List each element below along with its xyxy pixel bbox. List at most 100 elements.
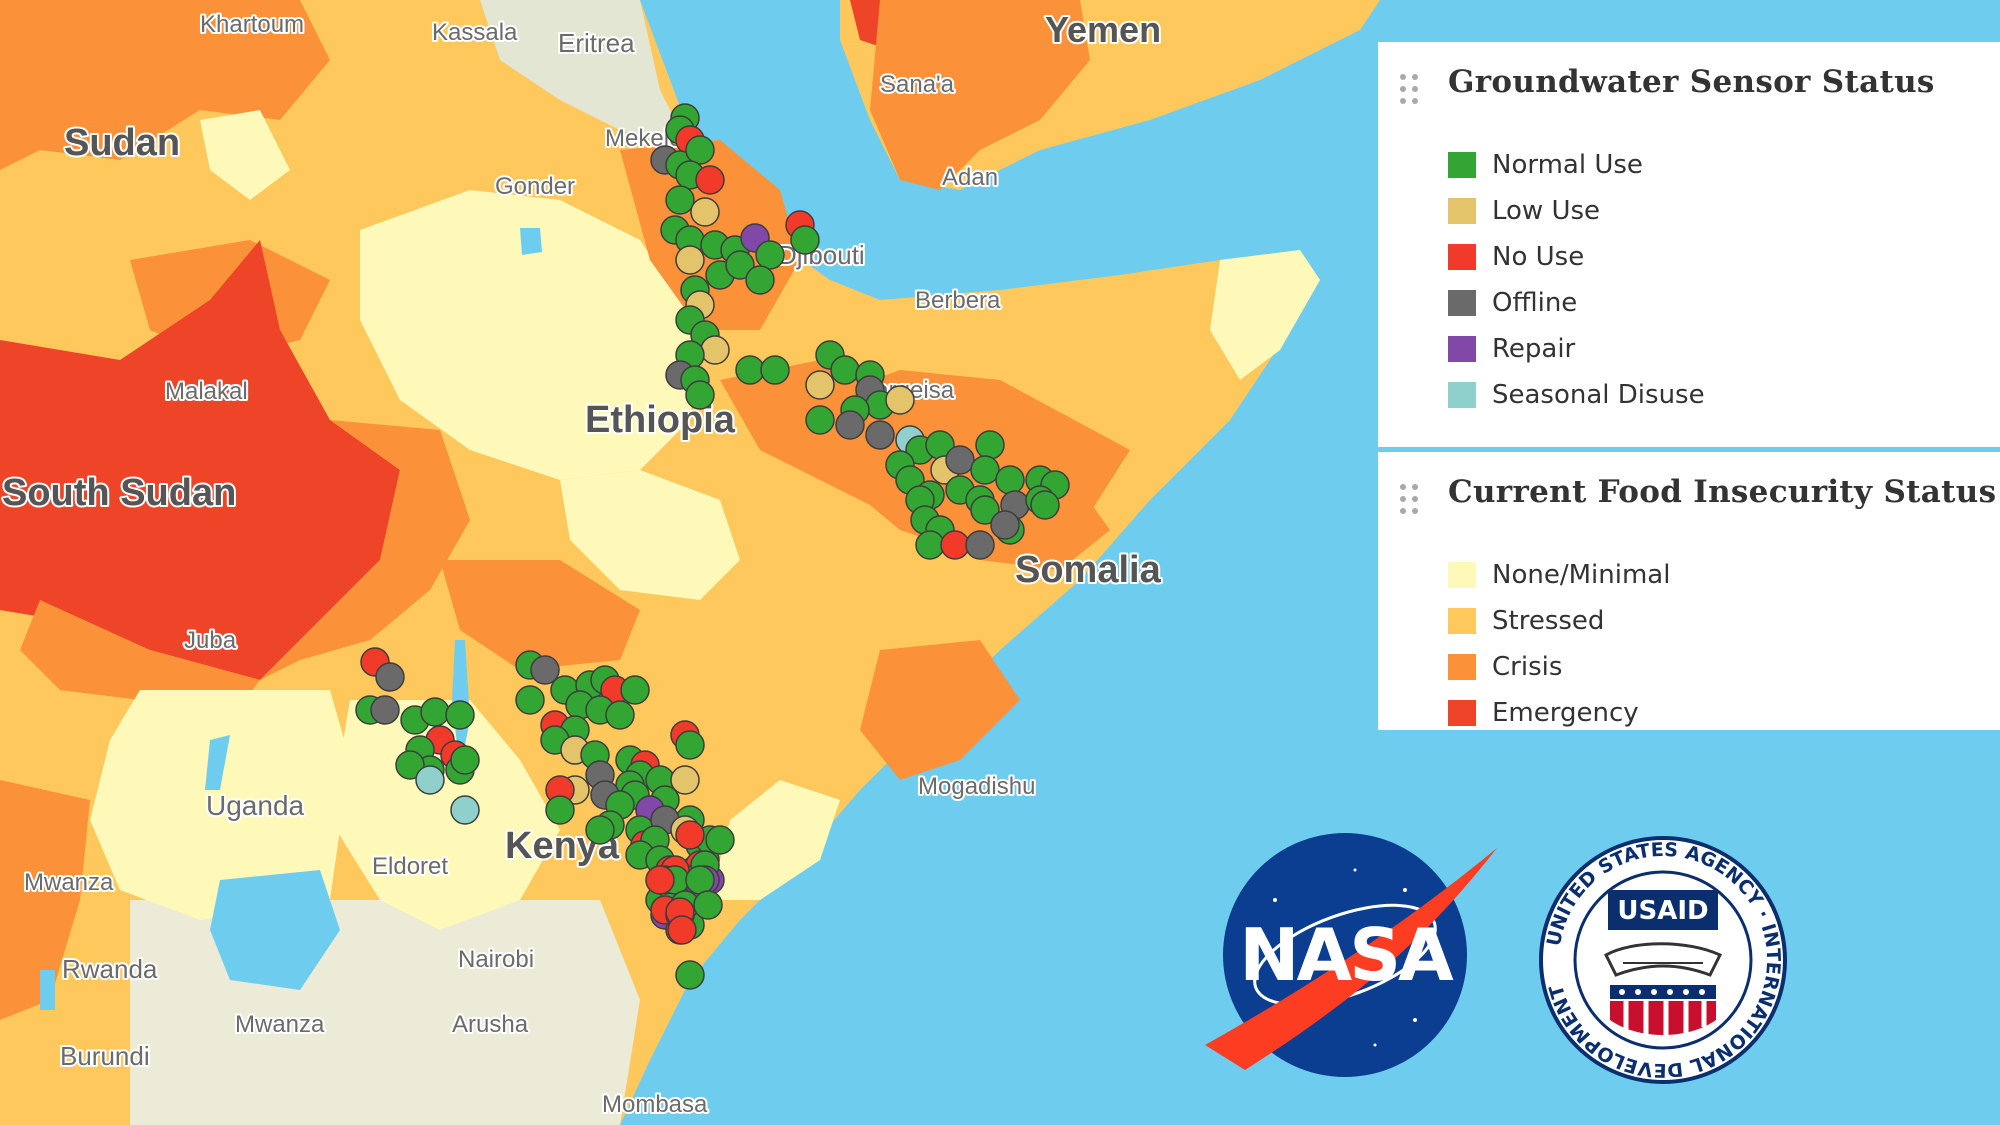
legend-swatch [1448,152,1476,178]
label-burundi: Burundi [60,1041,150,1071]
label-eritrea: Eritrea [558,28,635,58]
legend-item: Low Use [1448,188,1705,234]
sensor-marker[interactable] [790,225,820,255]
sensor-marker[interactable] [685,135,715,165]
zone-minimal-sudan [200,110,290,200]
legend-item: No Use [1448,234,1705,280]
sensor-marker[interactable] [675,960,705,990]
sensor-marker[interactable] [755,240,785,270]
drag-handle-icon[interactable] [1400,74,1420,106]
label-sudan: Sudan [64,122,180,164]
zone-crisis-yemen [870,0,1090,190]
lakes [40,228,542,1010]
sensor-marker[interactable] [760,355,790,385]
sensor-marker[interactable] [665,185,695,215]
land-eritrea-grey [480,0,690,150]
sensor-marker[interactable] [375,662,405,692]
lake-victoria [210,870,340,990]
sensor-marker[interactable] [1030,490,1060,520]
legend-label: Stressed [1492,606,1605,636]
sensor-marker[interactable] [530,655,560,685]
sensor-marker[interactable] [420,697,450,727]
zone-crisis-ethiopia-south [440,560,640,670]
sensor-marker[interactable] [865,420,895,450]
sensor-marker[interactable] [675,245,705,275]
sensor-marker[interactable] [675,820,705,850]
sensor-marker[interactable] [620,675,650,705]
label-eldoret: Eldoret [372,853,448,880]
sensor-marker[interactable] [915,530,945,560]
sensor-marker[interactable] [585,815,615,845]
sensor-marker[interactable] [445,700,475,730]
zone-minimal-uganda [90,690,350,920]
sensor-marker[interactable] [885,385,915,415]
label-rwanda: Rwanda [62,954,158,984]
sensor-marker[interactable] [830,355,860,385]
sensor-marker[interactable] [965,530,995,560]
legend-swatch [1448,562,1476,588]
label-mombasa: Mombasa [602,1091,708,1118]
legend-label: Offline [1492,288,1578,318]
sensor-marker[interactable] [415,765,445,795]
sensor-marker[interactable] [700,335,730,365]
label-gonder: Gonder [495,173,575,200]
sensor-marker[interactable] [725,250,755,280]
groundwater-sensors[interactable] [355,103,1070,990]
legend-swatch [1448,608,1476,634]
label-mogadishu: Mogadishu [918,773,1035,800]
zone-crisis-somalia-south [860,640,1020,780]
sensor-marker[interactable] [835,410,865,440]
label-sanaa: Sana'a [880,71,955,98]
legend-items: Normal Use Low Use No Use Offline Repair Seas… [1448,142,1705,418]
sensor-marker[interactable] [995,465,1025,495]
zone-minimal-ethiopia-west [360,190,700,480]
sensor-marker[interactable] [805,405,835,435]
sensor-marker[interactable] [940,530,970,560]
sensor-marker[interactable] [515,685,545,715]
nasa-logo: NASA [1205,833,1497,1077]
sensor-marker[interactable] [645,865,675,895]
sensor-marker[interactable] [667,915,697,945]
sensor-marker[interactable] [370,695,400,725]
nasa-wordmark: NASA [1239,913,1454,997]
sensor-marker[interactable] [745,265,775,295]
drag-handle-icon[interactable] [1400,484,1420,516]
sensor-marker[interactable] [675,730,705,760]
legend-label: Repair [1492,334,1576,364]
label-arusha: Arusha [452,1011,529,1038]
sensor-marker[interactable] [705,825,735,855]
label-ethiopia: Ethiopia [585,399,736,441]
sensor-marker[interactable] [670,765,700,795]
zone-crisis-drc [0,780,90,1020]
legend-item: Crisis [1448,644,1670,690]
sensor-marker[interactable] [735,355,765,385]
sensor-marker[interactable] [450,795,480,825]
zone-minimal-somalia-coast [1210,250,1320,380]
zone-minimal-kenya-west [330,700,560,930]
sensor-marker[interactable] [970,495,1000,525]
sensor-marker[interactable] [805,370,835,400]
sensor-marker[interactable] [690,197,720,227]
label-adan: Adan [942,164,998,191]
sensor-marker[interactable] [990,510,1020,540]
lake-tana [520,228,542,255]
sensor-marker[interactable] [693,890,723,920]
sensor-marker[interactable] [695,165,725,195]
sensor-marker[interactable] [395,750,425,780]
sensor-marker[interactable] [685,865,715,895]
sensor-marker[interactable] [685,380,715,410]
legend-item: None/Minimal [1448,552,1670,598]
legend-swatch [1448,244,1476,270]
sensor-marker[interactable] [605,700,635,730]
sensor-marker[interactable] [450,745,480,775]
label-butembo: Mwanza [24,869,114,896]
sensor-marker[interactable] [975,430,1005,460]
legend-item: Seasonal Disuse [1448,372,1705,418]
legend-label: Normal Use [1492,150,1643,180]
label-kassala: Kassala [432,19,518,46]
sensor-marker[interactable] [945,445,975,475]
legend-item: Offline [1448,280,1705,326]
sensor-marker[interactable] [545,795,575,825]
sensor-marker[interactable] [970,455,1000,485]
